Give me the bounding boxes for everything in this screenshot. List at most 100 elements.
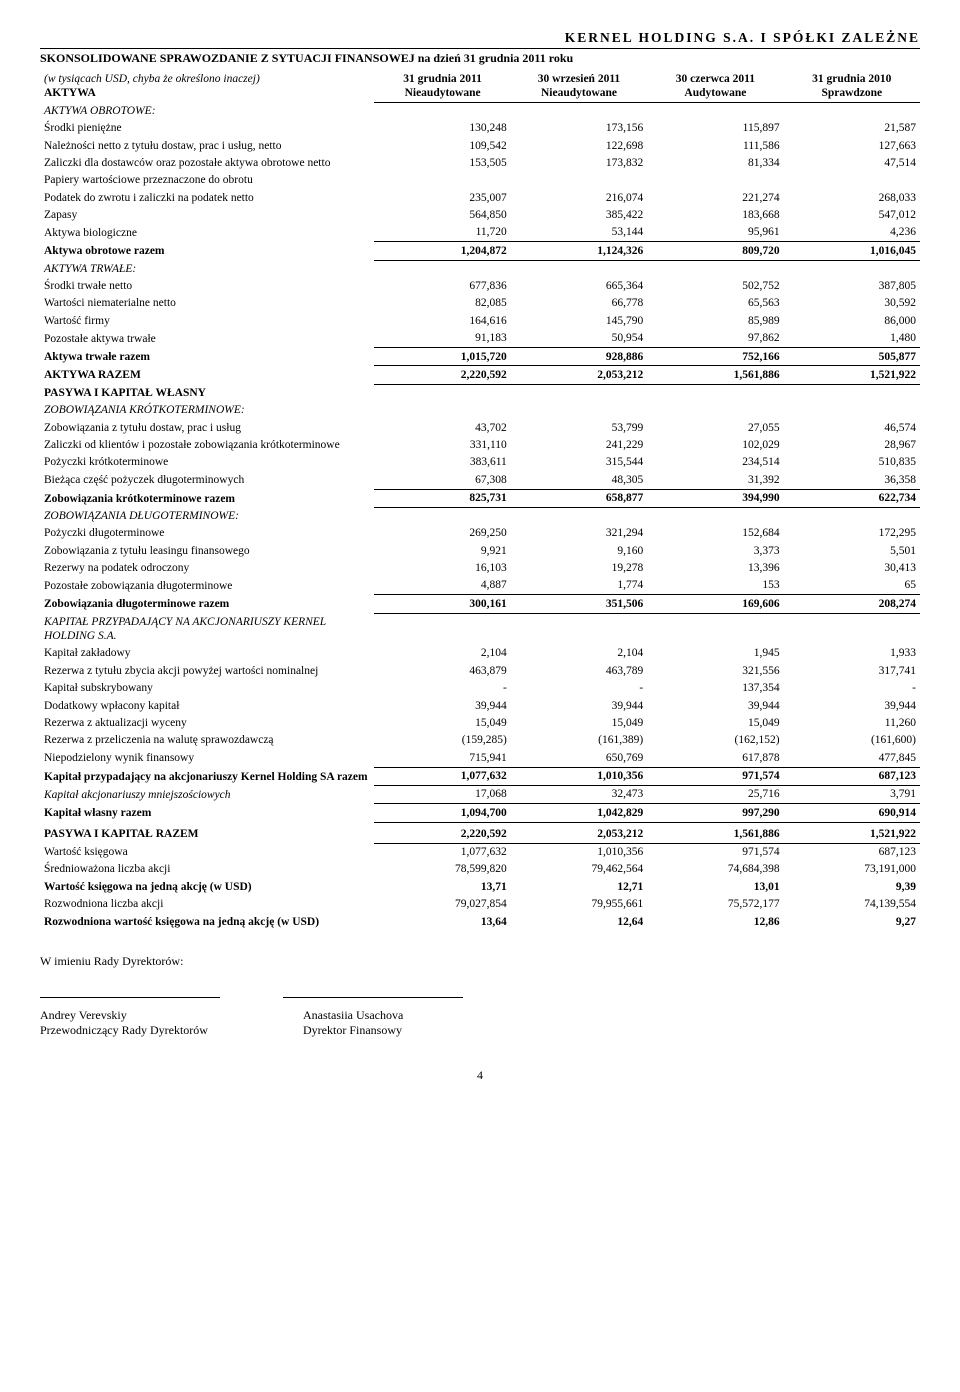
- row-label: Niepodzielony wynik finansowy: [40, 749, 374, 767]
- row-value: 164,616: [374, 312, 510, 329]
- row-label: Pożyczki długoterminowe: [40, 525, 374, 542]
- row-value: 169,606: [647, 595, 783, 613]
- row-value: 1,774: [511, 577, 647, 595]
- row-value: 1,561,886: [647, 366, 783, 384]
- row-value: 351,506: [511, 595, 647, 613]
- row-value: 564,850: [374, 207, 510, 224]
- table-row: Zobowiązania z tytułu dostaw, prac i usł…: [40, 419, 920, 436]
- row-label: Rezerwa z przeliczenia na walutę sprawoz…: [40, 732, 374, 749]
- row-value: [784, 402, 920, 419]
- row-label: Należności netto z tytułu dostaw, prac i…: [40, 137, 374, 154]
- row-value: 1,933: [784, 645, 920, 662]
- table-body: AKTYWA OBROTOWE:Środki pieniężne130,2481…: [40, 102, 920, 930]
- sig-line-2: [283, 997, 463, 998]
- col-head-2: 30 czerwca 2011 Audytowane: [647, 70, 783, 102]
- row-value: 9,39: [784, 878, 920, 895]
- row-value: [374, 172, 510, 189]
- table-row: Pożyczki długoterminowe269,250321,294152…: [40, 525, 920, 542]
- row-value: 216,074: [511, 189, 647, 206]
- row-value: 4,236: [784, 224, 920, 242]
- row-value: [647, 260, 783, 277]
- table-row: Kapitał zakładowy2,1042,1041,9451,933: [40, 645, 920, 662]
- row-value: 39,944: [374, 697, 510, 714]
- row-label: Bieżąca część pożyczek długoterminowych: [40, 471, 374, 489]
- table-row: Zapasy564,850385,422183,668547,012: [40, 207, 920, 224]
- row-value: 109,542: [374, 137, 510, 154]
- row-value: 39,944: [647, 697, 783, 714]
- row-value: 510,835: [784, 454, 920, 471]
- row-value: 321,294: [511, 525, 647, 542]
- row-value: 234,514: [647, 454, 783, 471]
- row-value: [511, 260, 647, 277]
- table-row: ZOBOWIĄZANIA DŁUGOTERMINOWE:: [40, 507, 920, 524]
- row-value: 15,049: [647, 714, 783, 731]
- row-label: Papiery wartościowe przeznaczone do obro…: [40, 172, 374, 189]
- row-value: 269,250: [374, 525, 510, 542]
- row-value: 997,290: [647, 804, 783, 822]
- row-value: 971,574: [647, 767, 783, 785]
- row-label: Wartości niematerialne netto: [40, 295, 374, 312]
- table-row: ZOBOWIĄZANIA KRÓTKOTERMINOWE:: [40, 402, 920, 419]
- table-row: Wartość księgowa1,077,6321,010,356971,57…: [40, 843, 920, 861]
- row-value: 13,71: [374, 878, 510, 895]
- table-row: Pożyczki krótkoterminowe383,611315,54423…: [40, 454, 920, 471]
- row-value: 79,955,661: [511, 896, 647, 913]
- row-value: 2,053,212: [511, 366, 647, 384]
- row-label: KAPITAŁ PRZYPADAJĄCY NA AKCJONARIUSZY KE…: [40, 613, 374, 645]
- row-value: 1,016,045: [784, 242, 920, 260]
- row-value: 394,990: [647, 489, 783, 507]
- table-row: KAPITAŁ PRZYPADAJĄCY NA AKCJONARIUSZY KE…: [40, 613, 920, 645]
- row-value: 4,887: [374, 577, 510, 595]
- row-label: Zaliczki od klientów i pozostałe zobowią…: [40, 436, 374, 453]
- col-head-2-l2: Audytowane: [651, 86, 779, 100]
- row-label: Aktywa biologiczne: [40, 224, 374, 242]
- row-value: 130,248: [374, 120, 510, 137]
- row-value: 97,862: [647, 330, 783, 348]
- row-value: 81,334: [647, 154, 783, 171]
- row-value: 5,501: [784, 542, 920, 559]
- row-value: [511, 507, 647, 524]
- table-row: Środki trwałe netto677,836665,364502,752…: [40, 278, 920, 295]
- row-value: 809,720: [647, 242, 783, 260]
- row-value: [647, 507, 783, 524]
- row-value: 1,480: [784, 330, 920, 348]
- row-value: 208,274: [784, 595, 920, 613]
- sig-1-title: Przewodniczący Rady Dyrektorów: [40, 1023, 300, 1038]
- row-value: 91,183: [374, 330, 510, 348]
- table-row: Pozostałe aktywa trwałe91,18350,95497,86…: [40, 330, 920, 348]
- unit-note-2: AKTYWA: [44, 86, 370, 100]
- row-value: 547,012: [784, 207, 920, 224]
- table-row: Zobowiązania z tytułu leasingu finansowe…: [40, 542, 920, 559]
- row-label: Rozwodniona liczba akcji: [40, 896, 374, 913]
- row-value: 317,741: [784, 662, 920, 679]
- row-value: (161,600): [784, 732, 920, 749]
- table-row: Pozostałe zobowiązania długoterminowe4,8…: [40, 577, 920, 595]
- row-value: 31,392: [647, 471, 783, 489]
- table-row: Rezerwy na podatek odroczony16,10319,278…: [40, 560, 920, 577]
- row-value: 1,015,720: [374, 348, 510, 366]
- row-value: 66,778: [511, 295, 647, 312]
- row-value: 687,123: [784, 843, 920, 861]
- signature-block: W imieniu Rady Dyrektorów: Andrey Verevs…: [40, 954, 920, 1038]
- table-row: Kapitał akcjonariuszy mniejszościowych17…: [40, 785, 920, 803]
- row-value: 74,139,554: [784, 896, 920, 913]
- row-value: 153: [647, 577, 783, 595]
- row-value: [374, 102, 510, 119]
- row-value: 65: [784, 577, 920, 595]
- row-value: 36,358: [784, 471, 920, 489]
- row-value: 11,260: [784, 714, 920, 731]
- row-label: AKTYWA TRWAŁE:: [40, 260, 374, 277]
- header-underline: [40, 48, 920, 49]
- col-head-3: 31 grudnia 2010 Sprawdzone: [784, 70, 920, 102]
- row-value: 75,572,177: [647, 896, 783, 913]
- col-head-1-l1: 30 wrzesień 2011: [515, 72, 643, 86]
- row-value: 463,879: [374, 662, 510, 679]
- row-value: 241,229: [511, 436, 647, 453]
- table-row: Bieżąca część pożyczek długoterminowych6…: [40, 471, 920, 489]
- row-label: PASYWA I KAPITAŁ WŁASNY: [40, 384, 374, 401]
- row-value: 27,055: [647, 419, 783, 436]
- row-value: 2,053,212: [511, 822, 647, 843]
- row-label: Pozostałe zobowiązania długoterminowe: [40, 577, 374, 595]
- report-title: SKONSOLIDOWANE SPRAWOZDANIE Z SYTUACJI F…: [40, 51, 920, 66]
- row-label: Rezerwa z tytułu zbycia akcji powyżej wa…: [40, 662, 374, 679]
